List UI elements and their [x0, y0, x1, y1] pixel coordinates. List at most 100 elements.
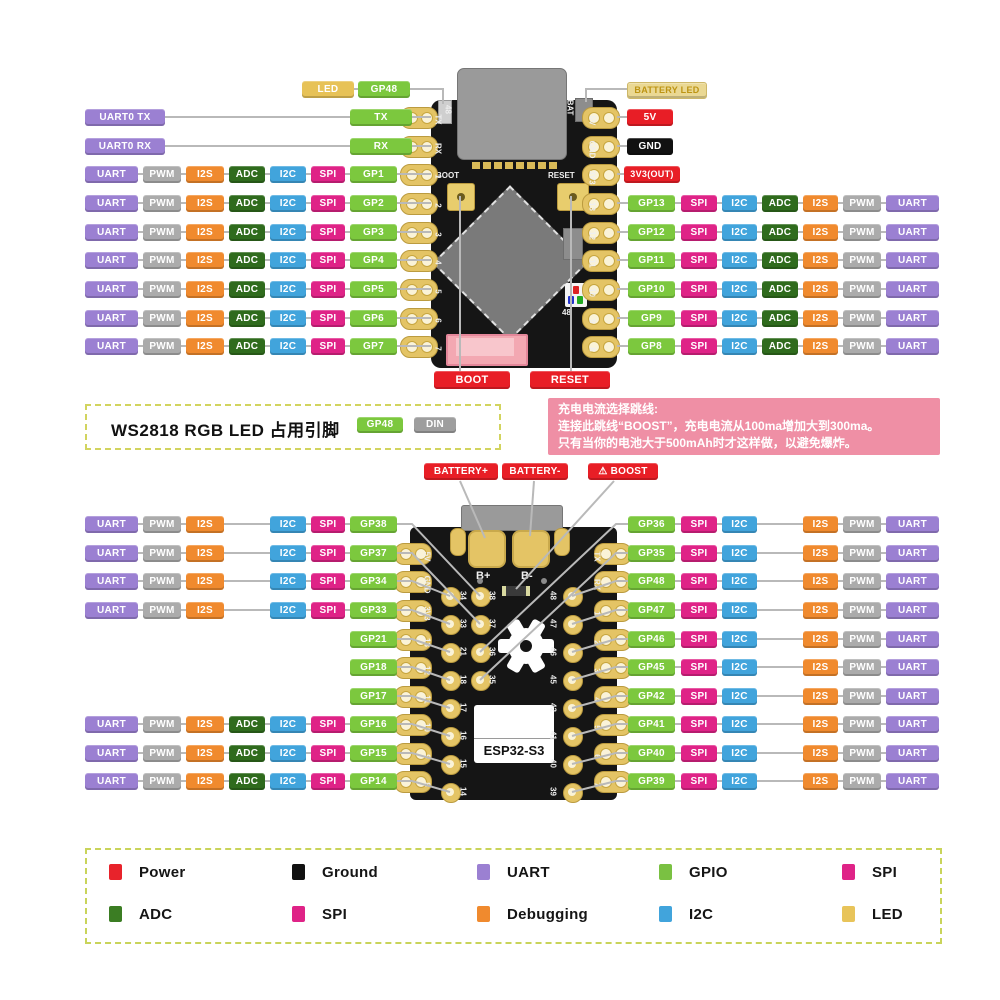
pin-label-gp45-bottom-right: GP45 [628, 659, 675, 676]
pin-tag-i2c: I2C [270, 602, 306, 619]
connector-component-inner [456, 338, 514, 356]
silkscreen-left-outer: 12 [422, 666, 432, 675]
rx-pin-tag: RX [350, 138, 412, 155]
pin-label-gp46-bottom-right: GP46 [628, 631, 675, 648]
pin-tag-uart: UART [85, 224, 138, 241]
pin-tag-spi: SPI [681, 745, 717, 762]
top-pad-right [582, 164, 620, 186]
pad-hole [421, 284, 433, 296]
legend-swatch-i2c [659, 906, 672, 922]
silkscreen-left: 2 [433, 203, 443, 208]
pin-tag-adc: ADC [229, 716, 265, 733]
pad-hole [421, 112, 433, 124]
pad-hole [400, 548, 412, 560]
inner-pad-number: 33 [458, 619, 468, 628]
silkscreen-left-outer: 3V3 [422, 606, 432, 621]
legend-box: Power Ground UART GPIO SPI ADC SPI Debugging I2C… [85, 848, 942, 944]
pin-tag-i2s: I2S [803, 310, 838, 327]
top-pad-right [582, 107, 620, 129]
pin-tag-spi: SPI [311, 716, 345, 733]
pin-tag-spi: SPI [681, 252, 717, 269]
pin-tag-i2s: I2S [186, 224, 224, 241]
legend-swatch-adc [109, 906, 122, 922]
pin-tag-adc: ADC [229, 195, 265, 212]
inner-pad [563, 615, 583, 635]
pin-label-gp18-bottom: GP18 [350, 659, 397, 676]
gp48-top-tag: GP48 [358, 81, 410, 98]
pin-tag-spi: SPI [681, 310, 717, 327]
3v3-out-tag: 3V3(OUT) [624, 166, 680, 183]
inner-pad-number: 46 [548, 647, 558, 656]
pin-label-gp7: GP7 [350, 338, 397, 355]
pad-hole [421, 255, 433, 267]
pad-hole [421, 198, 433, 210]
inner-pad [563, 727, 583, 747]
pin-tag-pwm: PWM [143, 252, 181, 269]
pin-tag-i2c: I2C [722, 195, 757, 212]
solder-pad [483, 162, 491, 169]
inner-pad [563, 755, 583, 775]
pin-tag-spi: SPI [681, 773, 717, 790]
inner-pad-number: 48 [548, 591, 558, 600]
pin-tag-adc: ADC [229, 166, 265, 183]
pad-hole [400, 662, 412, 674]
pin-tag-adc: ADC [762, 224, 798, 241]
pad-hole [615, 605, 627, 617]
pad-hole [421, 341, 433, 353]
pad-hole [600, 776, 612, 788]
pad-hole [600, 662, 612, 674]
pin-tag-uart: UART [85, 773, 138, 790]
legend-label-power: Power [139, 864, 186, 881]
inner-pad [563, 587, 583, 607]
pin-tag-i2c: I2C [270, 516, 306, 533]
solder-pad [505, 162, 513, 169]
top-pad-right [582, 222, 620, 244]
pin-tag-i2s: I2S [803, 224, 838, 241]
pin-tag-i2c: I2C [722, 602, 757, 619]
pad-hole [603, 255, 615, 267]
pin-tag-i2c: I2C [270, 573, 306, 590]
pin-tag-pwm: PWM [843, 338, 881, 355]
pin-label-gp38-bottom: GP38 [350, 516, 397, 533]
pin-tag-i2s: I2S [803, 545, 838, 562]
fiducial-dot-left [477, 578, 483, 584]
silkscreen-right: 12 [587, 231, 597, 240]
pin-tag-uart: UART [85, 338, 138, 355]
bat-silkscreen: BAT [565, 99, 575, 116]
pin-tag-spi: SPI [311, 195, 345, 212]
pin-tag-i2c: I2C [722, 716, 757, 733]
silkscreen-right-outer: 5 [592, 725, 602, 730]
pin-tag-uart: UART [85, 166, 138, 183]
legend-swatch-power [109, 864, 122, 880]
inner-pad-number: 35 [487, 675, 497, 684]
pad-hole [600, 605, 612, 617]
pad-hole [400, 748, 412, 760]
legend-swatch-ground [292, 864, 305, 880]
legend-label-debugging: Debugging [507, 906, 589, 923]
inner-pad-number: 40 [548, 759, 558, 768]
pin-tag-i2s: I2S [186, 166, 224, 183]
boot-button[interactable] [447, 183, 475, 211]
pad-hole [615, 719, 627, 731]
top-pad-right [582, 336, 620, 358]
pin-tag-i2s: I2S [803, 516, 838, 533]
pin-tag-i2c: I2C [722, 252, 757, 269]
pin-label-gp17-bottom: GP17 [350, 688, 397, 705]
pin-tag-adc: ADC [762, 281, 798, 298]
pad-hole [615, 634, 627, 646]
top-pad-left [400, 222, 438, 244]
legend-label-i2c: I2C [689, 906, 714, 923]
pin-tag-i2s: I2S [803, 573, 838, 590]
pin-tag-i2s: I2S [186, 602, 224, 619]
chip-name: ESP32-S3 [474, 738, 554, 758]
pad-hole [615, 662, 627, 674]
inner-pad-number: 14 [458, 787, 468, 796]
pin-tag-i2c: I2C [722, 573, 757, 590]
pad-hole [400, 719, 412, 731]
pin-tag-uart: UART [886, 573, 939, 590]
uart0-tx-tag: UART0 TX [85, 109, 165, 126]
pin-tag-pwm: PWM [843, 281, 881, 298]
pin-label-gp15-bottom: GP15 [350, 745, 397, 762]
ws2818-note-box: WS2818 RGB LED 占用引脚 GP48 DIN [85, 404, 501, 450]
pad-hole [588, 284, 600, 296]
